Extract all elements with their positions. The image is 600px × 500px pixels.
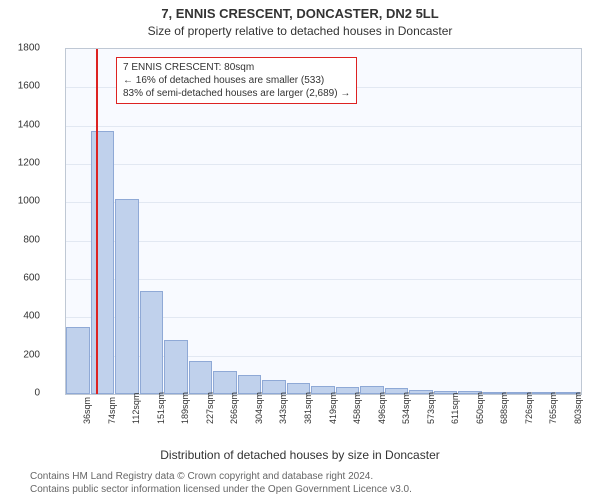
x-tick-label: 381sqm [303,392,313,424]
histogram-bar [189,361,213,394]
x-axis-label: Distribution of detached houses by size … [0,448,600,462]
histogram-bar [140,291,164,395]
x-tick-label: 765sqm [548,392,558,424]
annotation-line3: 83% of semi-detached houses are larger (… [123,87,350,100]
x-tick-label: 266sqm [229,392,239,424]
chart-title: 7, ENNIS CRESCENT, DONCASTER, DN2 5LL [0,6,600,21]
x-tick-label: 650sqm [475,392,485,424]
y-tick-label: 1400 [0,119,40,130]
property-marker-line [96,49,98,394]
x-tick-label: 151sqm [156,392,166,424]
gridline [66,164,581,165]
histogram-bar [91,131,115,394]
y-tick-label: 400 [0,311,40,322]
y-tick-label: 600 [0,273,40,284]
y-tick-label: 800 [0,234,40,245]
x-tick-label: 688sqm [499,392,509,424]
x-tick-label: 803sqm [573,392,583,424]
histogram-bar [164,340,188,394]
chart-subtitle: Size of property relative to detached ho… [0,24,600,38]
histogram-bar [115,199,139,395]
x-tick-label: 112sqm [131,393,141,424]
x-tick-label: 227sqm [205,392,215,424]
x-tick-label: 304sqm [254,392,264,424]
x-tick-label: 419sqm [328,392,338,424]
x-tick-label: 74sqm [107,397,117,424]
annotation-line1: 7 ENNIS CRESCENT: 80sqm [123,61,350,74]
x-tick-label: 458sqm [352,392,362,424]
y-tick-label: 200 [0,349,40,360]
y-tick-label: 1800 [0,43,40,54]
gridline [66,126,581,127]
y-tick-label: 1000 [0,196,40,207]
x-tick-label: 534sqm [401,392,411,424]
footer-line1: Contains HM Land Registry data © Crown c… [30,470,590,483]
gridline [66,202,581,203]
marker-annotation: 7 ENNIS CRESCENT: 80sqm ← 16% of detache… [116,57,357,104]
y-tick-label: 1600 [0,81,40,92]
histogram-bar [66,327,90,394]
histogram-bar [213,371,237,394]
x-tick-label: 611sqm [450,393,460,424]
y-tick-label: 0 [0,388,40,399]
x-tick-label: 573sqm [426,392,436,424]
gridline [66,241,581,242]
chart-container: 7, ENNIS CRESCENT, DONCASTER, DN2 5LL Si… [0,0,600,500]
y-tick-label: 1200 [0,158,40,169]
x-tick-label: 726sqm [524,392,534,424]
annotation-line2: ← 16% of detached houses are smaller (53… [123,74,350,87]
footer-attribution: Contains HM Land Registry data © Crown c… [30,470,590,496]
x-tick-label: 343sqm [278,392,288,424]
x-tick-label: 189sqm [180,392,190,424]
x-tick-label: 36sqm [82,397,92,424]
gridline [66,279,581,280]
footer-line2: Contains public sector information licen… [30,483,590,496]
x-tick-label: 496sqm [377,392,387,424]
plot-area: 36sqm74sqm112sqm151sqm189sqm227sqm266sqm… [65,48,582,395]
